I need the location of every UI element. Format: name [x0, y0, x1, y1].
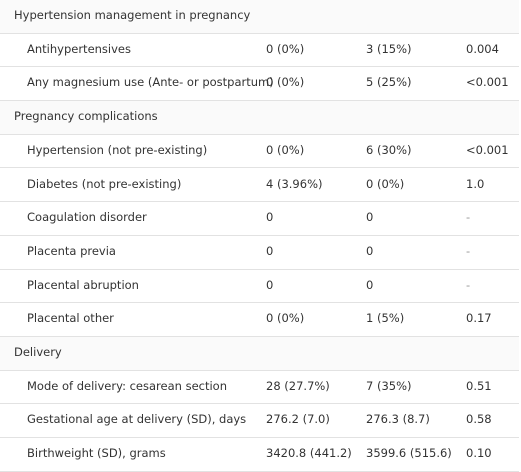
data-row: Coagulation disorder 0 0 -: [0, 202, 519, 236]
cell-value: 0: [366, 277, 374, 292]
row-label: Coagulation disorder: [27, 210, 147, 225]
cell-value: 0: [366, 243, 374, 258]
cell-value: 0.004: [466, 41, 499, 56]
section-row: Pregnancy complications: [0, 101, 519, 135]
row-label: Hypertension (not pre-existing): [27, 142, 208, 157]
cell-value: 0.17: [466, 311, 492, 326]
cell-value: -: [466, 277, 471, 292]
cell-value: 0 (0%): [266, 41, 305, 56]
cell-value: <0.001: [466, 142, 509, 157]
data-row: Placental abruption 0 0 -: [0, 270, 519, 304]
cell-value: <0.001: [466, 75, 509, 90]
cell-value: 6 (30%): [366, 142, 412, 157]
data-row: Any magnesium use (Ante- or postpartum) 0…: [0, 67, 519, 102]
row-label: Diabetes (not pre-existing): [27, 176, 182, 191]
cell-value: 4 (3.96%): [266, 176, 323, 191]
row-label: Any magnesium use (Ante- or postpartum): [27, 75, 274, 90]
cell-value: 0: [266, 277, 274, 292]
data-row: Placental other 0 (0%) 1 (5%) 0.17: [0, 303, 519, 337]
data-row: Diabetes (not pre-existing) 4 (3.96%) 0 (0…: [0, 169, 519, 203]
cell-value: 0 (0%): [266, 142, 305, 157]
row-label: Placental abruption: [27, 277, 139, 292]
cell-value: 0: [366, 210, 374, 225]
row-label: Placental other: [27, 311, 114, 326]
section-row: Hypertension management in pregnancy: [0, 0, 519, 34]
row-label: Gestational age at delivery (SD), days: [27, 412, 247, 427]
section-row: Delivery: [0, 337, 519, 371]
cell-value: 3599.6 (515.6): [366, 446, 452, 461]
data-row: Hypertension (not pre-existing) 0 (0%) 6 (…: [0, 135, 519, 169]
section-title: Delivery: [14, 345, 62, 359]
cell-value: 0: [266, 210, 274, 225]
cell-value: 0.10: [466, 446, 492, 461]
cell-value: 3420.8 (441.2): [266, 446, 352, 461]
cell-value: 7 (35%): [366, 378, 412, 393]
row-label: Birthweight (SD), grams: [27, 446, 166, 461]
data-row: Gestational age at delivery (SD), days 27…: [0, 404, 519, 439]
cell-value: 0.51: [466, 378, 492, 393]
data-row: Birthweight (SD), grams 3420.8 (441.2) 359…: [0, 438, 519, 472]
cell-value: 276.3 (8.7): [366, 412, 430, 427]
section-title: Pregnancy complications: [14, 109, 158, 124]
cell-value: 1 (5%): [366, 311, 405, 326]
data-row: Mode of delivery: cesarean section 28 (27…: [0, 371, 519, 405]
cell-value: 0.58: [466, 412, 492, 427]
cell-value: 5 (25%): [366, 75, 412, 90]
row-label: Placenta previa: [27, 243, 116, 258]
cell-value: -: [466, 243, 471, 258]
row-label: Antihypertensives: [27, 41, 131, 56]
row-label: Mode of delivery: cesarean section: [27, 378, 227, 393]
cell-value: 1.0: [466, 176, 485, 191]
cell-value: 0 (0%): [366, 176, 405, 191]
section-title: Hypertension management in pregnancy: [14, 8, 251, 22]
cell-value: 276.2 (7.0): [266, 412, 330, 427]
cell-value: 0 (0%): [266, 75, 305, 90]
cell-value: -: [466, 210, 471, 225]
data-row: Antihypertensives 0 (0%) 3 (15%) 0.004: [0, 34, 519, 68]
cell-value: 0 (0%): [266, 311, 305, 326]
cell-value: 0: [266, 243, 274, 258]
cell-value: 28 (27.7%): [266, 378, 330, 393]
cell-value: 3 (15%): [366, 41, 412, 56]
data-row: Placenta previa 0 0 -: [0, 236, 519, 270]
